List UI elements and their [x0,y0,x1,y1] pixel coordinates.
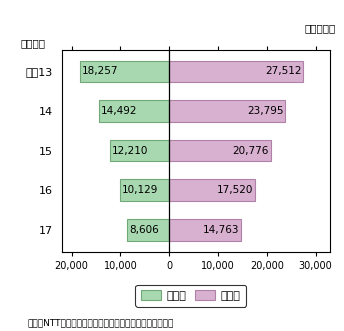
Text: 18,257: 18,257 [82,67,119,76]
Text: 17,520: 17,520 [216,185,253,195]
Text: 東・西NTT「電気通信役務通信量等状況報告」により作成: 東・西NTT「電気通信役務通信量等状況報告」により作成 [28,319,174,328]
Bar [169,61,303,82]
Text: 14,763: 14,763 [203,225,239,235]
Bar [127,219,169,241]
Text: 12,210: 12,210 [112,146,148,156]
Text: 10,129: 10,129 [122,185,158,195]
Legend: 住宅用, 事務用: 住宅用, 事務用 [135,285,246,307]
Bar [169,179,255,201]
Bar [98,100,169,122]
Bar [169,219,241,241]
Bar [80,61,169,82]
Text: 27,512: 27,512 [265,67,301,76]
Text: 23,795: 23,795 [247,106,283,116]
Bar [110,140,169,162]
Text: 20,776: 20,776 [232,146,269,156]
Text: 8,606: 8,606 [129,225,159,235]
Bar [169,140,271,162]
Text: 14,492: 14,492 [100,106,137,116]
Text: （年度）: （年度） [20,39,45,49]
Bar [169,100,285,122]
Bar [120,179,169,201]
Text: （百万回）: （百万回） [304,24,336,33]
